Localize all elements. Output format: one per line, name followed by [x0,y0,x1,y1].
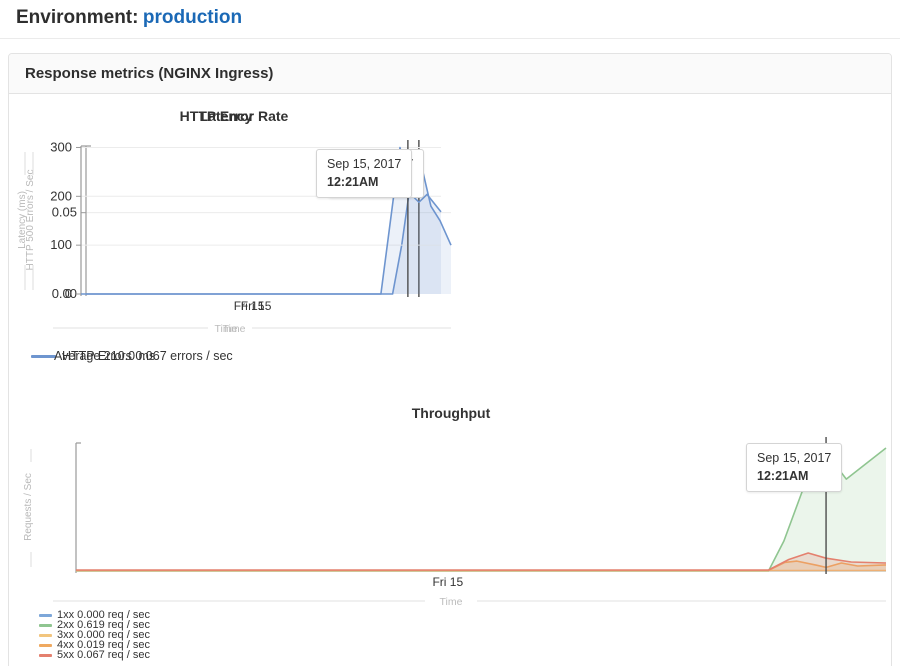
legend-swatch [39,623,52,627]
legend-label: 1xx 0.000 req / sec [57,609,150,621]
panel-title: Response metrics (NGINX Ingress) [9,54,891,94]
legend-label: HTTP Errors 0.067 errors / sec [62,349,233,363]
throughput-chart: Requests / Sec Fri 15 Time Throughput Sep … [9,391,892,666]
legend-item: 1xx 0.000 req / sec [39,609,150,621]
series-area-4xx [76,561,886,571]
legend-label: 3xx 0.000 req / sec [57,629,150,641]
response-metrics-panel: Response metrics (NGINX Ingress) 0.00 0.0… [8,53,892,666]
x-axis-title: Time [215,323,238,335]
tooltip-date: Sep 15, 2017 [757,451,832,465]
y-tick-label: 0 [65,286,72,301]
legend-label: 5xx 0.067 req / sec [57,649,150,661]
environment-header: Environment: production [0,0,900,39]
legend-swatch [39,653,52,657]
legend-swatch [31,354,48,358]
y-axis-title: HTTP 500 Errors / Sec [25,170,36,271]
chart-title: Throughput [411,405,491,421]
legend-item: 2xx 0.619 req / sec [39,619,150,631]
throughput-plot[interactable]: Requests / Sec Fri 15 Time [9,391,892,666]
y-axis-title: Requests / Sec [23,473,34,541]
chart-title: Latency [199,108,253,124]
tooltip-date: Sep 15, 2017 [327,157,402,171]
legend-item: Average 210.0 ms [31,348,155,364]
y-tick-label: 100 [50,237,72,252]
legend-label: 4xx 0.019 req / sec [57,639,150,651]
chart-title: HTTP Error Rate [179,108,289,124]
series-area-2xx [76,448,886,571]
x-tick-label: Fri 15 [432,575,463,589]
panel-body: 0.00 0.05 HTTP 500 Errors / Sec Fri 15 Time … [9,94,891,666]
legend-swatch [39,633,52,637]
x-axis-title: Time [223,323,246,335]
legend-label: 2xx 0.619 req / sec [57,619,150,631]
x-axis-title: Time [440,596,463,608]
series-line-4xx [76,560,887,572]
tooltip-time: 12:21AM [757,469,809,483]
y-tick-label: 0.00 [52,286,77,301]
legend: Average 210.0 ms [31,348,155,364]
y-tick-label: 0.05 [52,205,77,220]
latency-chart: 0 100 200 300 Latency (ms) Fri 15 Time Latency… [9,94,443,379]
legend-swatch [39,643,52,647]
chart-tooltip: Sep 15, 2017 12:21AM [746,443,843,492]
legend-label: Average 210.0 ms [54,349,156,363]
environment-label: Environment: [16,7,139,28]
y-tick-label: 300 [50,139,72,154]
tooltip-time: 12:21AM [327,175,379,189]
legend: 1xx 0.000 req / sec 2xx 0.619 req / sec 3x… [39,609,150,661]
x-tick-label: Fri 15 [241,299,272,313]
chart-tooltip: Sep 15, 2017 12:21AM [316,149,413,198]
legend-item: 3xx 0.000 req / sec [39,629,150,641]
legend-item: 5xx 0.067 req / sec [39,649,150,661]
y-axis-title: Latency (ms) [17,191,28,249]
legend-swatch [39,613,52,617]
series-area-Average [81,147,441,294]
series-line-5xx [76,552,887,571]
x-tick-label: Fri 15 [234,299,265,313]
environment-link[interactable]: production [142,7,243,28]
legend-item: 4xx 0.019 req / sec [39,639,150,651]
y-tick-label: 200 [50,188,72,203]
series-area-5xx [76,553,886,571]
